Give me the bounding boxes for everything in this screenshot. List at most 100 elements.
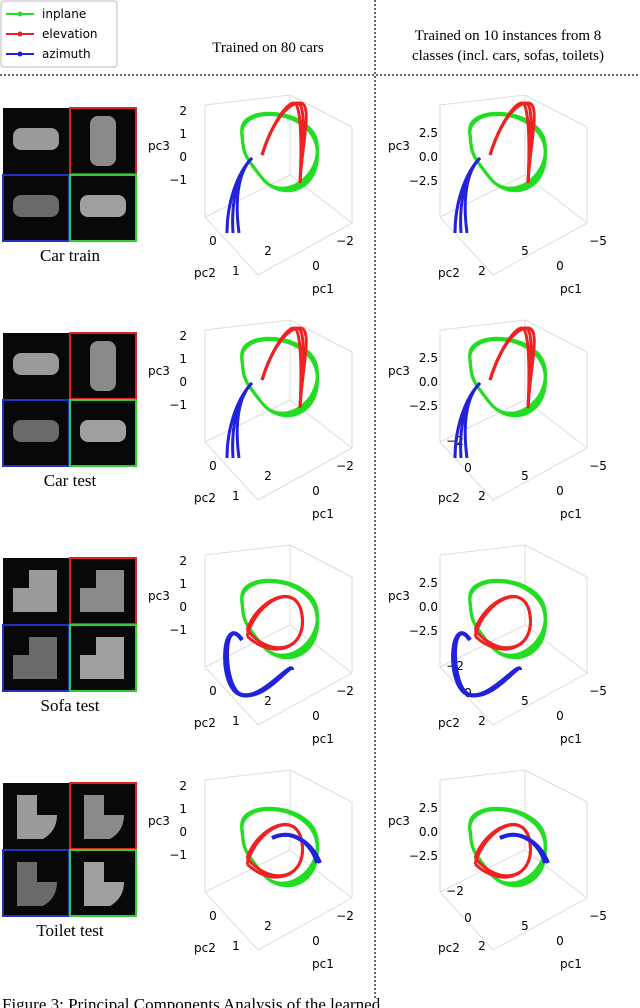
axis-label: pc3 — [388, 364, 410, 378]
legend-dot — [17, 31, 23, 37]
curve-red — [473, 595, 532, 651]
tick-label: 0 — [209, 909, 217, 923]
curve-red — [245, 822, 304, 878]
object-shape — [80, 195, 126, 217]
curve-red — [473, 594, 532, 650]
object-shape — [13, 353, 59, 375]
axis-label: pc3 — [148, 589, 170, 603]
tick-label: −5 — [589, 684, 607, 698]
axis-label: pc2 — [194, 941, 216, 955]
pane-edge — [204, 624, 291, 668]
pane-edge — [289, 849, 353, 899]
tick-label: 2 — [478, 939, 486, 953]
curve-red — [245, 823, 304, 879]
tick-label: −2.5 — [409, 624, 438, 638]
pane-edge — [204, 891, 259, 951]
tick-label: 5 — [521, 694, 529, 708]
tick-label: −1 — [169, 623, 187, 637]
pane-edge — [524, 319, 588, 353]
pane-edge — [204, 769, 291, 781]
tick-label: 2 — [179, 329, 187, 343]
object-shape — [13, 637, 57, 679]
axis-label: pc3 — [388, 139, 410, 153]
pane-edge — [204, 544, 291, 556]
tick-label: 0 — [209, 684, 217, 698]
axis-label: pc3 — [148, 814, 170, 828]
curve-blue — [235, 156, 254, 234]
axis-label: pc2 — [194, 716, 216, 730]
tick-label: −2 — [336, 459, 354, 473]
pane-edge — [289, 769, 353, 803]
tick-label: 0 — [179, 375, 187, 389]
axis-label: pc3 — [148, 139, 170, 153]
axis-label: pc1 — [312, 957, 334, 971]
object-shape — [17, 862, 57, 906]
pane-edge — [289, 544, 353, 578]
tick-label: 5 — [521, 244, 529, 258]
axis-label: pc2 — [438, 716, 460, 730]
curve-blue — [453, 631, 522, 698]
tick-label: 5 — [521, 469, 529, 483]
axis-label: pc2 — [438, 491, 460, 505]
tick-label: −2 — [336, 909, 354, 923]
curve-blue — [225, 631, 294, 698]
curve-red — [260, 101, 308, 184]
pane-edge — [492, 222, 588, 276]
pane-edge — [439, 399, 526, 443]
tick-label: 2.5 — [419, 126, 438, 140]
legend-label: azimuth — [42, 47, 91, 61]
axis-label: pc1 — [560, 732, 582, 746]
pane-edge — [204, 441, 259, 501]
tick-label: −2.5 — [409, 399, 438, 413]
pane-edge — [492, 447, 588, 501]
tick-label: 0 — [179, 600, 187, 614]
curve-red — [488, 101, 536, 184]
tick-label: −1 — [169, 173, 187, 187]
curve-blue — [499, 832, 550, 864]
axis-label: pc2 — [194, 491, 216, 505]
legend-label: elevation — [42, 27, 98, 41]
tick-label: 0 — [464, 461, 472, 475]
pane-edge — [257, 897, 353, 951]
column-header: Trained on 80 cars — [212, 40, 324, 56]
tick-label: 1 — [232, 489, 240, 503]
axis-label: pc2 — [438, 941, 460, 955]
tick-label: 2.5 — [419, 801, 438, 815]
tick-label: 2 — [264, 919, 272, 933]
tick-label: 1 — [179, 127, 187, 141]
tick-label: 0 — [556, 934, 564, 948]
tick-label: 2 — [478, 714, 486, 728]
legend-box — [0, 0, 118, 68]
tick-label: −5 — [589, 234, 607, 248]
object-shape — [90, 116, 116, 166]
curve-blue — [235, 381, 254, 459]
curve-blue — [463, 156, 482, 234]
row-label: Car train — [40, 246, 100, 265]
curve-red — [473, 822, 532, 878]
tick-label: 2 — [179, 779, 187, 793]
pane-edge — [204, 319, 291, 331]
pane-edge — [289, 319, 353, 353]
tick-label: 2 — [264, 244, 272, 258]
row-label: Sofa test — [40, 696, 99, 715]
tick-label: 0 — [556, 709, 564, 723]
tick-label: 2.5 — [419, 576, 438, 590]
tick-label: 0.0 — [419, 825, 438, 839]
pane-edge — [524, 94, 588, 128]
object-shape — [17, 795, 57, 839]
axis-label: pc1 — [312, 732, 334, 746]
pane-edge — [204, 94, 291, 106]
curve-red — [488, 326, 536, 409]
tick-label: 0 — [179, 825, 187, 839]
tick-label: 2 — [478, 489, 486, 503]
caption: Figure 3: Principal Components Analysis … — [2, 995, 381, 1008]
tick-label: 0 — [312, 709, 320, 723]
axis-label: pc1 — [560, 957, 582, 971]
tick-label: −2 — [446, 884, 464, 898]
axis-label: pc3 — [388, 814, 410, 828]
pane-edge — [289, 94, 353, 128]
tick-label: 0 — [464, 911, 472, 925]
tick-label: 0 — [179, 150, 187, 164]
curve-red — [245, 595, 304, 651]
